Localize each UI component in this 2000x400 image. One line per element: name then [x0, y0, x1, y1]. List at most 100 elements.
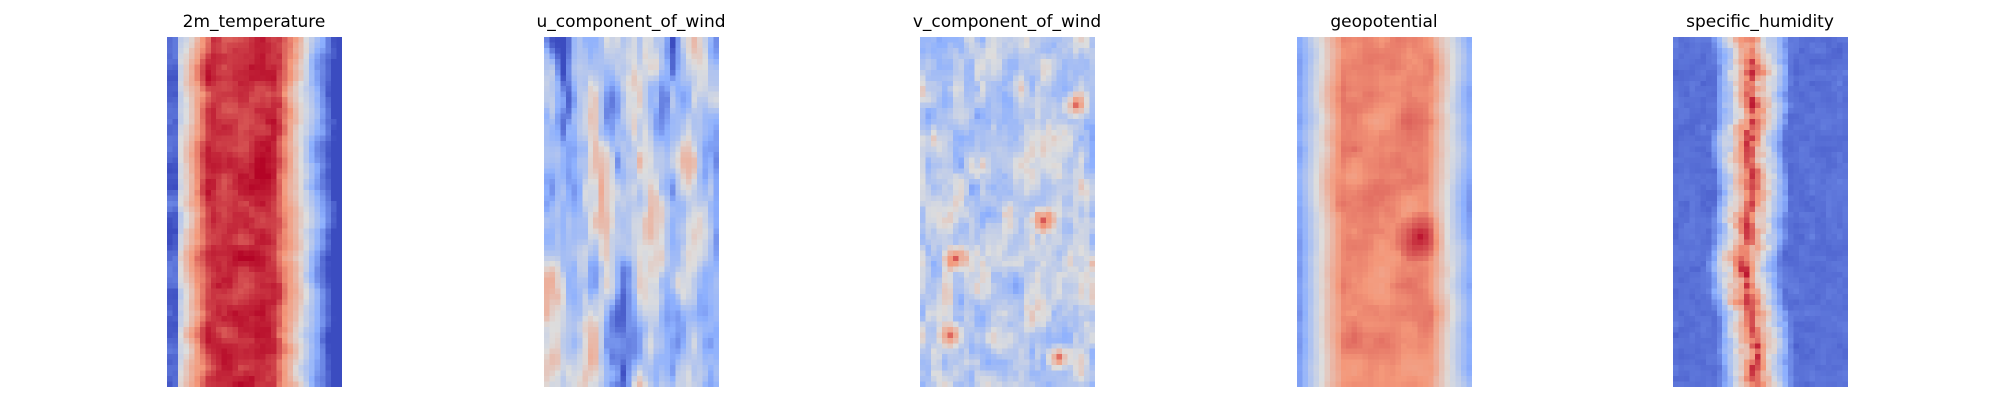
heatmap-cell [227, 151, 233, 158]
heatmap-cell [669, 288, 676, 295]
heatmap-cell [615, 217, 621, 224]
heatmap-cell [210, 261, 217, 267]
heatmap-cell [647, 255, 654, 262]
heatmap-cell [713, 326, 719, 333]
heatmap-cell [331, 228, 337, 234]
heatmap-cell [205, 190, 211, 196]
heatmap-cell [636, 190, 643, 196]
heatmap-cell [691, 173, 698, 180]
heatmap-cell [298, 228, 304, 234]
heatmap-cell [936, 135, 942, 142]
heatmap-cell [554, 140, 561, 147]
heatmap-cell [936, 124, 942, 131]
heatmap-cell [631, 64, 638, 70]
heatmap-cell [587, 119, 594, 125]
heatmap-cell [636, 173, 643, 180]
heatmap-cell [167, 299, 173, 306]
heatmap-cell [544, 135, 550, 142]
heatmap-cell [194, 299, 200, 306]
heatmap-cell [963, 119, 970, 125]
heatmap-cell [320, 97, 326, 103]
heatmap-cell [172, 288, 179, 295]
heatmap-cell [576, 108, 583, 114]
heatmap-cell [221, 277, 228, 284]
heatmap-cell [702, 310, 709, 317]
heatmap-cell [604, 80, 610, 87]
heatmap-cell [281, 294, 288, 300]
heatmap-cell [336, 75, 342, 81]
heatmap-cell [1089, 69, 1095, 76]
heatmap-cell [238, 250, 244, 256]
heatmap-cell [560, 42, 566, 49]
heatmap-cell [331, 91, 337, 98]
heatmap-cell [336, 326, 342, 333]
heatmap-cell [232, 222, 239, 229]
heatmap-cell [210, 162, 217, 169]
heatmap-cell [205, 151, 211, 158]
heatmap-cell [653, 261, 659, 267]
heatmap-cell [276, 337, 282, 344]
heatmap-cell [281, 58, 288, 65]
heatmap-cell [647, 370, 654, 377]
heatmap-cell [963, 75, 970, 81]
heatmap-cell [952, 91, 959, 98]
heatmap-cell [554, 315, 561, 322]
heatmap-cell [314, 277, 321, 284]
heatmap-cell [598, 365, 605, 371]
heatmap-cell [1012, 119, 1019, 125]
heatmap-cell [243, 37, 250, 43]
heatmap-cell [647, 261, 654, 267]
heatmap-cell [642, 250, 649, 256]
heatmap-cell [554, 168, 561, 174]
heatmap-cell [270, 184, 277, 191]
heatmap-cell [593, 58, 599, 65]
heatmap-cell [647, 326, 654, 333]
heatmap-cell [314, 119, 321, 125]
heatmap-cell [1051, 151, 1057, 158]
heatmap-cell [1002, 53, 1008, 59]
heatmap-cell [664, 206, 670, 213]
heatmap-cell [1040, 179, 1046, 185]
heatmap-cell [325, 250, 332, 256]
heatmap-cell [576, 228, 583, 234]
heatmap-cell [930, 168, 937, 174]
heatmap-cell [1029, 157, 1035, 163]
heatmap-cell [653, 250, 659, 256]
heatmap-cell [270, 370, 277, 377]
heatmap-cell [658, 151, 665, 158]
heatmap-cell [320, 294, 326, 300]
heatmap-cell [243, 381, 250, 387]
heatmap-cell [598, 69, 605, 76]
heatmap-cell [194, 250, 200, 256]
heatmap-cell [615, 146, 621, 152]
heatmap-cell [292, 102, 299, 109]
heatmap-cell [276, 321, 282, 327]
heatmap-cell [691, 64, 698, 70]
heatmap-cell [276, 190, 282, 196]
heatmap-cell [336, 310, 342, 317]
heatmap-cell [560, 37, 566, 43]
heatmap-cell [221, 359, 228, 366]
heatmap-cell [183, 119, 189, 125]
heatmap-cell [925, 184, 932, 191]
heatmap-cell [1089, 91, 1095, 98]
heatmap-cell [658, 212, 665, 218]
heatmap-cell [708, 64, 714, 70]
heatmap-cell [188, 108, 195, 114]
heatmap-cell [664, 261, 670, 267]
heatmap-cell [303, 168, 310, 174]
heatmap-cell [1084, 58, 1090, 65]
heatmap-cell [587, 250, 594, 256]
heatmap-cell [276, 146, 282, 152]
heatmap-cell [232, 108, 239, 114]
heatmap-cell [1023, 80, 1030, 87]
heatmap-cell [549, 108, 556, 114]
heatmap-cell [1089, 124, 1095, 131]
heatmap-cell [210, 321, 217, 327]
heatmap-cell [549, 244, 556, 251]
heatmap-cell [320, 348, 326, 355]
heatmap-cell [1002, 80, 1008, 87]
heatmap-cell [544, 222, 550, 229]
heatmap-cell [216, 124, 222, 131]
heatmap-cell [1056, 151, 1063, 158]
